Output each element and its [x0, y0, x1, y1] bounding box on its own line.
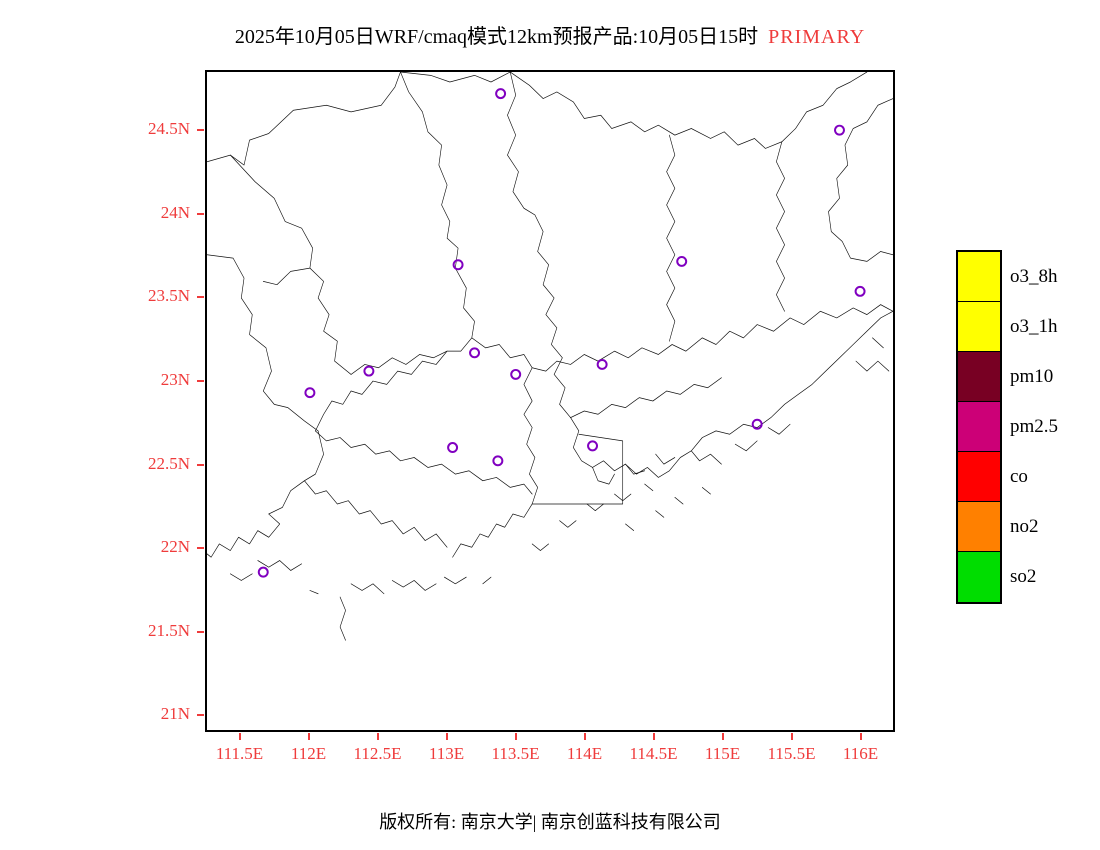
x-tick-label: 114.5E [629, 744, 678, 763]
legend-label: so2 [1010, 566, 1037, 587]
legend-color-swatch [958, 502, 1000, 552]
x-tick-mark [652, 733, 655, 740]
x-tick-label: 115E [704, 744, 741, 763]
y-tick-mark [197, 547, 204, 550]
legend-row[interactable]: pm10 [958, 352, 1053, 402]
x-tick-mark [376, 733, 379, 740]
y-tick-mark [197, 212, 204, 215]
station-marker[interactable] [834, 124, 845, 136]
station-marker[interactable] [676, 255, 688, 267]
x-tick-label: 111.5E [215, 744, 264, 763]
legend-row[interactable]: so2 [958, 552, 1036, 602]
station-marker[interactable] [257, 566, 269, 578]
legend-color-swatch [958, 302, 1000, 352]
legend-label: no2 [1010, 516, 1039, 537]
legend-row[interactable]: o3_1h [958, 302, 1058, 352]
y-tick-label: 23N [160, 369, 190, 389]
legend-color-swatch [958, 352, 1000, 402]
legend-color-swatch [958, 452, 1000, 502]
pollutant-legend: o3_8h o3_1h pm10 pm2.5 co no2 so2 [956, 250, 1058, 604]
x-tick-mark [238, 733, 241, 740]
x-tick-label: 114E [566, 744, 603, 763]
y-tick-label: 22N [160, 537, 190, 557]
x-tick-label: 116E [842, 744, 879, 763]
x-tick-mark [583, 733, 586, 740]
chart-title: 2025年10月05日WRF/cmaq模式12km预报产品:10月05日15时 P… [0, 20, 1100, 49]
x-tick-mark [307, 733, 310, 740]
station-marker[interactable] [447, 442, 459, 453]
y-tick-mark [197, 714, 204, 717]
legend-row[interactable]: o3_8h [958, 252, 1058, 302]
station-marker[interactable] [452, 259, 464, 271]
legend-color-swatch [958, 552, 1000, 602]
legend-label: pm10 [1010, 366, 1054, 387]
x-tick-mark [445, 733, 448, 740]
chart-title-main: 2025年10月05日WRF/cmaq模式12km预报产品:10月05日15时 [234, 26, 759, 48]
y-tick-mark [197, 296, 204, 299]
y-tick-mark [197, 630, 204, 633]
station-markers-layer [257, 88, 866, 578]
station-marker[interactable] [469, 347, 481, 359]
y-tick-label: 23.5N [147, 286, 190, 306]
map-geometry [207, 72, 893, 641]
station-marker[interactable] [363, 365, 375, 377]
station-marker[interactable] [495, 88, 507, 100]
y-tick-mark [197, 129, 204, 132]
x-tick-mark [859, 733, 862, 740]
x-tick-mark [721, 733, 724, 740]
station-marker[interactable] [596, 358, 608, 370]
y-tick-label: 21N [160, 704, 190, 724]
legend-label: co [1010, 466, 1028, 487]
station-marker[interactable] [304, 387, 316, 399]
station-marker[interactable] [854, 285, 866, 297]
copyright-footer: 版权所有: 南京大学| 南京创蓝科技有限公司 [379, 812, 721, 832]
x-tick-label: 113E [428, 744, 465, 763]
x-tick-mark [514, 733, 517, 740]
legend-color-swatch [958, 252, 1000, 302]
station-marker[interactable] [751, 418, 763, 430]
legend-row[interactable]: pm2.5 [958, 402, 1058, 452]
station-marker[interactable] [510, 368, 522, 380]
chart-title-tag: PRIMARY [768, 26, 866, 48]
y-tick-mark [197, 379, 204, 382]
map-plot-area [205, 70, 895, 732]
station-marker[interactable] [587, 440, 599, 452]
y-tick-mark [197, 463, 204, 466]
y-tick-label: 22.5N [147, 453, 190, 473]
legend-color-swatch [958, 402, 1000, 452]
legend-label: pm2.5 [1010, 416, 1059, 437]
x-tick-label: 115.5E [767, 744, 816, 763]
x-tick-mark [790, 733, 793, 740]
legend-row[interactable]: co [958, 452, 1028, 502]
x-tick-label: 112.5E [353, 744, 402, 763]
x-tick-label: 113.5E [491, 744, 540, 763]
station-marker[interactable] [492, 455, 504, 467]
y-tick-label: 24.5N [147, 119, 190, 139]
y-tick-label: 21.5N [147, 620, 190, 640]
y-tick-label: 24N [160, 202, 190, 222]
legend-row[interactable]: no2 [958, 502, 1039, 552]
x-tick-label: 112E [290, 744, 327, 763]
legend-label: o3_8h [1010, 266, 1058, 287]
legend-label: o3_1h [1010, 316, 1058, 337]
